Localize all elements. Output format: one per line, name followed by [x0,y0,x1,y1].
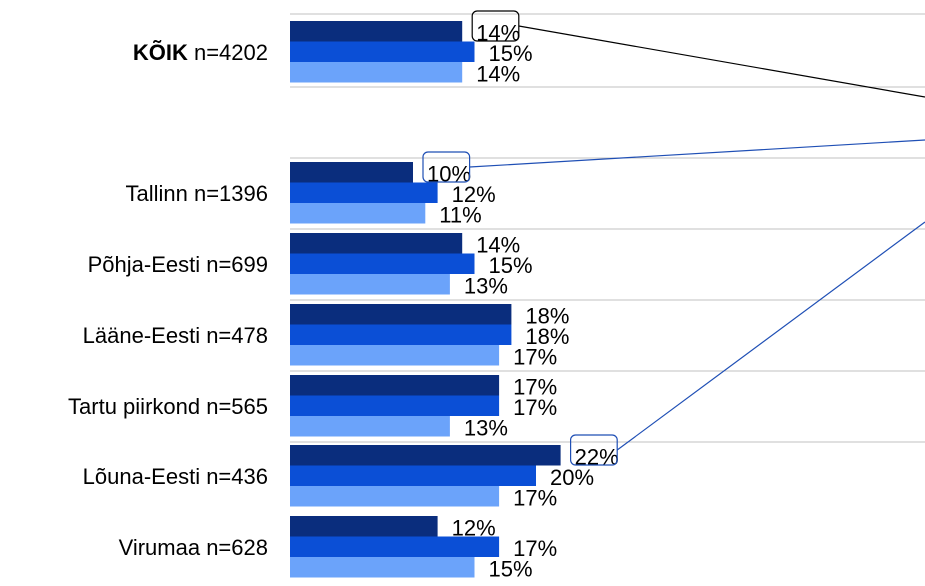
data-label: 14% [476,62,520,87]
bar [290,416,450,437]
data-label: 13% [464,416,508,441]
data-label: 13% [464,274,508,299]
data-label: 17% [513,375,557,400]
bar [290,345,500,366]
data-label: 11% [439,203,481,228]
data-label: 12% [452,182,496,207]
data-label: 15% [489,557,533,582]
category-label: Virumaa n=628 [119,535,268,560]
bar [290,557,475,578]
bar [290,445,561,466]
data-label: 20% [550,465,594,490]
data-label: 17% [513,536,557,561]
bar [290,162,413,183]
data-label: 18% [525,324,569,349]
bar [290,203,426,224]
data-label: 15% [489,41,533,66]
callout-box [569,434,618,466]
data-label: 15% [489,253,533,278]
bar [290,182,438,203]
category-label: Lääne-Eesti n=478 [83,323,268,348]
callout-leader-line [518,25,925,98]
callout-leader-line [469,139,925,168]
data-label: 17% [513,345,557,370]
bar [290,375,500,396]
category-label: KÕIK n=4202 [133,40,268,65]
data-label: 17% [513,395,557,420]
bar [290,465,536,486]
category-label: Lõuna-Eesti n=436 [83,464,268,489]
bar [290,21,463,42]
category-label: Tallinn n=1396 [125,181,268,206]
bar [290,62,463,83]
bar [290,486,500,507]
data-label: 17% [513,486,557,511]
category-label: Tartu piirkond n=565 [68,394,268,419]
bar [290,395,500,416]
bar [290,516,438,537]
category-label: Põhja-Eesti n=699 [88,252,268,277]
bar [290,253,475,274]
data-label: 14% [476,233,520,258]
callout-leader-line [616,221,925,451]
bar [290,233,463,254]
data-label: 12% [452,516,496,541]
callout-box [471,10,520,42]
bar [290,41,475,62]
bar [290,274,450,295]
callout-box [422,151,471,183]
bar [290,536,500,557]
bar [290,304,512,325]
bar [290,324,512,345]
data-label: 18% [525,304,569,329]
